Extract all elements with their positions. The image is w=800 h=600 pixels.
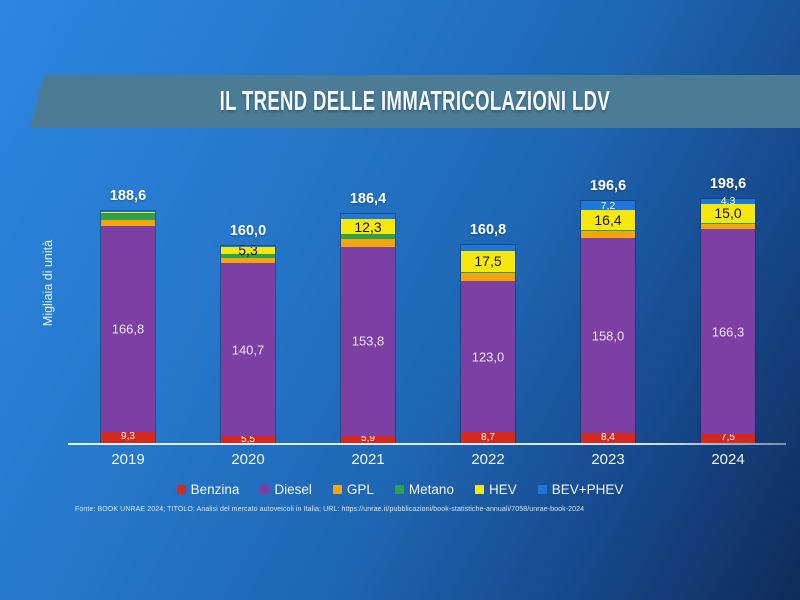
x-axis-line [68,443,786,445]
legend-item-benzina: Benzina [176,482,240,497]
bar-segment-benzina: 7,5 [701,432,755,444]
segment-value-label: 9,3 [121,431,135,443]
legend-label: HEV [488,482,517,497]
bar-2021: 5,9 153,8 12,3 186,4 [341,191,395,445]
x-axis-year-label: 2021 [351,451,385,468]
bar-segment-benzina: 8,7 [461,432,515,443]
segment-value-label: 158,0 [591,328,625,344]
bar-total-label: 160,0 [229,223,267,240]
bar-segment-benzina: 5,5 [221,433,275,445]
bar-segment-hev: 17,5 [461,250,515,273]
bar-segment-gpl [101,219,155,227]
legend-item-bev-phev: BEV+PHEV [537,482,624,497]
segment-value-label: 8,7 [481,431,495,443]
bar-segment-bev-phev [341,213,395,220]
bar-2022: 8,7 123,0 17,5 160,8 [461,222,515,443]
source-footer: Fonte: BOOK UNRAE 2024; TITOLO: Analisi … [75,506,585,513]
bar-segment-benzina: 5,9 [341,433,395,445]
legend-label: Diesel [274,482,312,497]
legend-label: Benzina [190,482,240,497]
segment-value-label: 4,3 [720,195,736,208]
legend-swatch [176,485,186,494]
segment-value-label: 7,5 [721,432,735,444]
x-axis-year-label: 2024 [711,451,745,468]
bar-segment-bev-phev: 7,2 [581,199,635,212]
bar-segment-gpl [341,239,395,247]
bar-segment-hev: 12,3 [341,218,395,235]
page-title: IL TREND DELLE IMMATRICOLAZIONI LDV [219,85,611,117]
x-axis-year-label: 2022 [471,451,505,468]
legend-item-diesel: Diesel [260,482,312,497]
segment-value-label: 5,5 [241,433,255,445]
bar-segment-diesel: 123,0 [461,281,515,433]
bar-total-label: 188,6 [109,188,147,205]
bar-segment-gpl [461,273,515,282]
bar-segment-diesel: 158,0 [581,238,635,433]
segment-value-label: 166,3 [711,324,745,340]
bar-segment-hev: 16,4 [581,210,635,231]
bar-segment-metano [581,230,635,232]
bar-2024: 7,5 166,3 15,0 4,3 198,6 [701,176,755,444]
bar-total-label: 198,6 [709,175,747,192]
segment-value-label: 7,2 [600,199,616,212]
bar-segment-metano [341,234,395,240]
segment-value-label: 8,4 [601,431,615,443]
legend-swatch [394,485,404,494]
legend-item-metano: Metano [394,482,454,497]
bar-total-label: 196,6 [589,178,627,195]
segment-value-label: 5,9 [361,433,375,445]
bar-segment-benzina: 8,4 [581,431,635,443]
bar-segment-diesel: 153,8 [341,246,395,436]
bar-segment-metano [461,272,515,274]
legend-item-hev: HEV [474,482,517,497]
legend-swatch [474,485,484,494]
chart-legend: Benzina Diesel GPL Metano HEV BEV+PHEV [0,482,800,497]
segment-value-label: 12,3 [354,218,382,235]
segment-value-label: 15,0 [714,205,742,222]
bar-2019: 9,3 166,8 188,6 [101,188,155,443]
legend-swatch [332,485,342,494]
bar-segment-metano [221,253,275,258]
bar-2023: 8,4 158,0 16,4 7,2 196,6 [581,178,635,443]
bar-segment-bev-phev: 4,3 [701,195,755,208]
segment-value-label: 153,8 [351,333,385,349]
bar-segment-gpl [701,223,755,230]
x-axis-year-label: 2019 [111,451,145,468]
legend-swatch [537,485,547,494]
bar-segment-bev-phev [461,245,515,251]
bar-segment-diesel: 166,3 [701,229,755,434]
bar-segment-gpl [221,257,275,264]
bar-segment-benzina: 9,3 [101,431,155,443]
bar-segment-hev: 15,0 [701,204,755,223]
segment-value-label: 17,5 [474,253,502,270]
segment-value-label: 16,4 [594,212,622,229]
bar-segment-bev-phev [221,246,275,248]
segment-value-label: 140,7 [231,342,265,358]
x-axis-year-label: 2020 [231,451,265,468]
segment-value-label: 123,0 [471,349,505,365]
bar-segment-hev [101,211,155,214]
legend-swatch [260,485,270,494]
x-axis-year-label: 2023 [591,451,625,468]
title-banner: IL TREND DELLE IMMATRICOLAZIONI LDV [30,75,800,128]
y-axis-label: Migliaia di unità [41,239,55,327]
bar-segment-diesel: 140,7 [221,263,275,437]
bar-total-label: 186,4 [349,190,387,207]
segment-value-label: 166,8 [111,321,145,337]
bar-2020: 5,5 140,7 5,3 160,0 [221,223,275,445]
bar-segment-metano [701,222,755,224]
legend-item-gpl: GPL [332,482,374,497]
legend-label: GPL [346,482,374,497]
bar-total-label: 160,8 [469,222,507,239]
bar-segment-hev: 5,3 [221,243,275,257]
bar-segment-diesel: 166,8 [101,226,155,432]
legend-label: BEV+PHEV [551,482,624,497]
bar-segment-metano [101,213,155,220]
legend-label: Metano [408,482,454,497]
bar-segment-gpl [581,231,635,239]
